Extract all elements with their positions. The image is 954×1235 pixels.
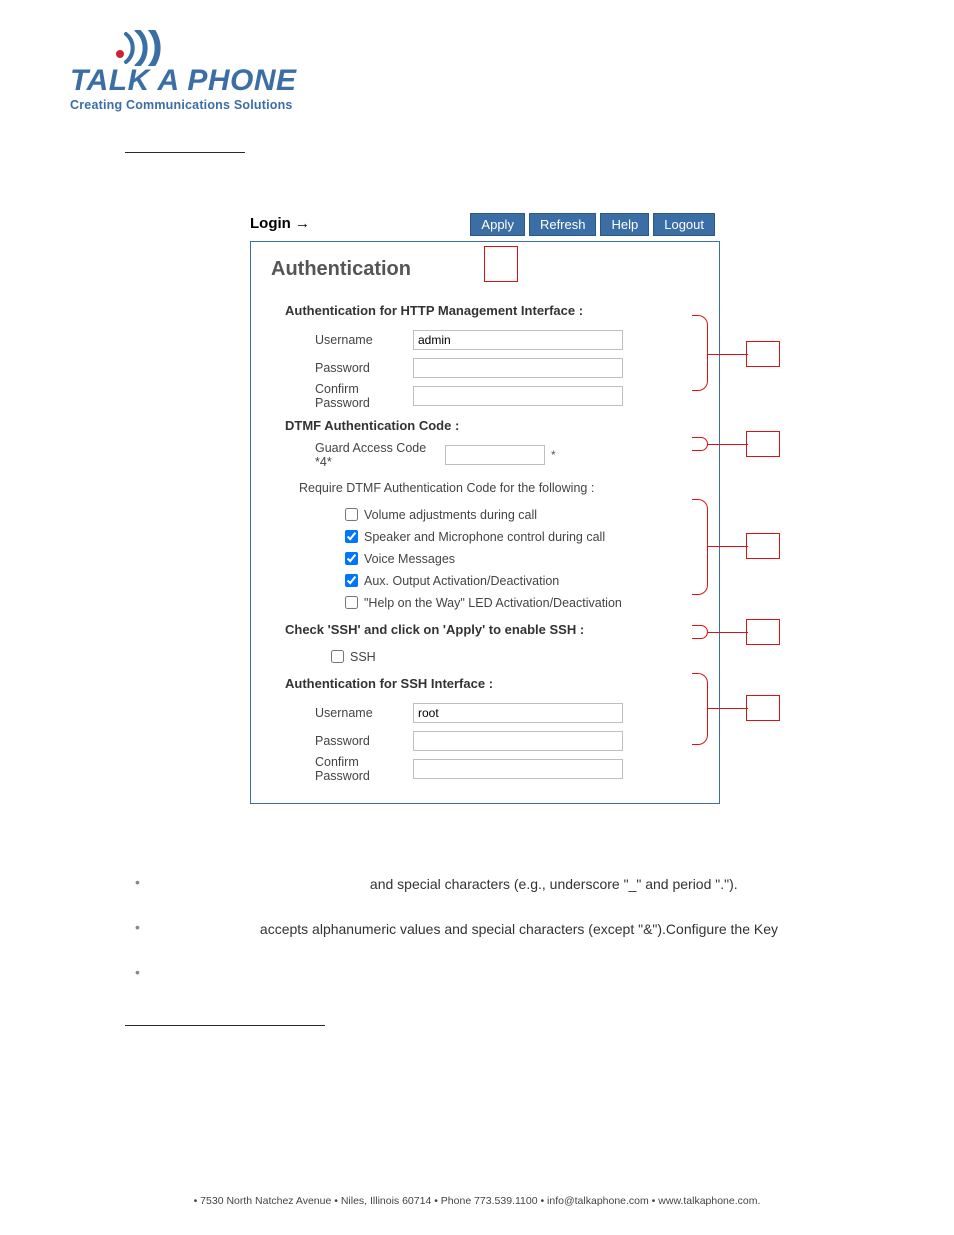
ssh-confirm-input[interactable] — [413, 759, 623, 779]
anno-box-guard — [746, 431, 780, 457]
logout-button[interactable]: Logout — [653, 213, 715, 236]
ssh-auth-heading: Authentication for SSH Interface : — [285, 676, 699, 691]
cb-led[interactable] — [345, 596, 358, 609]
cb-voice-label: Voice Messages — [364, 552, 455, 566]
cb-speaker[interactable] — [345, 530, 358, 543]
note-2: accepts alphanumeric values and special … — [170, 919, 884, 940]
cb-volume[interactable] — [345, 508, 358, 521]
http-password-label: Password — [285, 361, 413, 375]
dtmf-heading: DTMF Authentication Code : — [285, 418, 699, 433]
anno-line-ssh — [708, 632, 748, 633]
config-panel-wrap: Login → Apply Refresh Help Logout Authen… — [250, 213, 720, 804]
anno-box-dtmf — [746, 533, 780, 559]
apply-button[interactable]: Apply — [470, 213, 525, 236]
cb-aux[interactable] — [345, 574, 358, 587]
ssh-check-heading: Check 'SSH' and click on 'Apply' to enab… — [285, 622, 699, 637]
http-username-label: Username — [285, 333, 413, 347]
ssh-checkbox-label: SSH — [350, 650, 376, 664]
bottom-underline — [125, 1025, 325, 1026]
cb-volume-label: Volume adjustments during call — [364, 508, 537, 522]
cb-aux-label: Aux. Output Activation/Deactivation — [364, 574, 559, 588]
anno-bracket-ssh — [692, 625, 708, 639]
login-breadcrumb: Login → — [250, 215, 310, 232]
anno-box-sshauth — [746, 695, 780, 721]
logo: TALK A PHONE Creating Communications Sol… — [70, 30, 884, 112]
anno-line-guard — [708, 444, 748, 445]
help-button[interactable]: Help — [600, 213, 649, 236]
ssh-username-label: Username — [285, 706, 413, 720]
bullet-icon: • — [135, 919, 140, 940]
anno-line-dtmf — [708, 546, 748, 547]
notes-section: • and special characters (e.g., undersco… — [125, 874, 884, 1026]
anno-box-http — [746, 341, 780, 367]
bullet-icon: • — [135, 964, 140, 980]
ssh-password-label: Password — [285, 734, 413, 748]
ssh-checkbox[interactable] — [331, 650, 344, 663]
http-heading: Authentication for HTTP Management Inter… — [285, 303, 699, 318]
anno-bracket-dtmf — [692, 499, 708, 595]
logo-text: TALK A PHONE — [70, 64, 884, 98]
bullet-icon: • — [135, 874, 140, 895]
note-1: and special characters (e.g., underscore… — [170, 874, 884, 895]
anno-box-ssh — [746, 619, 780, 645]
refresh-button[interactable]: Refresh — [529, 213, 597, 236]
http-password-input[interactable] — [413, 358, 623, 378]
anno-bracket-guard — [692, 437, 708, 451]
footer-text: • 7530 North Natchez Avenue • Niles, Ill… — [0, 1195, 954, 1207]
guard-code-suffix: * — [551, 448, 556, 462]
guard-code-input[interactable] — [445, 445, 545, 465]
ssh-password-input[interactable] — [413, 731, 623, 751]
guard-code-label: Guard Access Code *4* — [285, 441, 445, 469]
top-underline — [125, 152, 245, 153]
anno-bracket-sshauth — [692, 673, 708, 745]
logo-subtext: Creating Communications Solutions — [70, 98, 884, 112]
panel-title: Authentication — [271, 258, 699, 281]
panel-navbar: Login → Apply Refresh Help Logout — [250, 213, 720, 239]
anno-line-sshauth — [708, 708, 748, 709]
logo-arcs-icon — [110, 30, 884, 66]
authentication-panel: Authentication Authentication for HTTP M… — [250, 241, 720, 804]
http-confirm-input[interactable] — [413, 386, 623, 406]
cb-speaker-label: Speaker and Microphone control during ca… — [364, 530, 605, 544]
cb-led-label: "Help on the Way" LED Activation/Deactiv… — [364, 596, 622, 610]
dtmf-require-text: Require DTMF Authentication Code for the… — [299, 481, 699, 495]
ssh-confirm-label: Confirm Password — [285, 755, 413, 783]
http-confirm-label: Confirm Password — [285, 382, 413, 410]
note-3 — [170, 964, 884, 980]
anno-line-http — [708, 354, 748, 355]
anno-bracket-http — [692, 315, 708, 391]
http-username-input[interactable] — [413, 330, 623, 350]
ssh-username-input[interactable] — [413, 703, 623, 723]
cb-voice[interactable] — [345, 552, 358, 565]
